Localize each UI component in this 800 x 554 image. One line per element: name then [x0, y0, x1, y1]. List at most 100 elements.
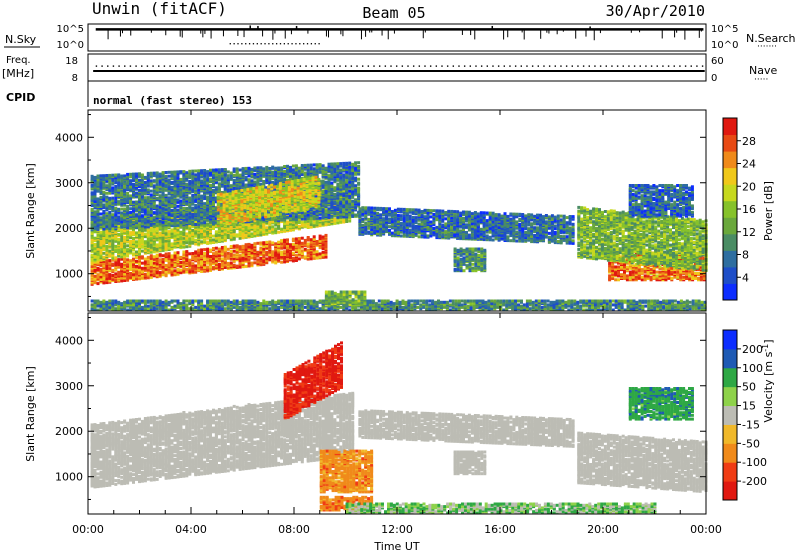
- power-cell: [321, 255, 325, 259]
- power-cell: [114, 206, 118, 210]
- power-cell: [250, 167, 254, 171]
- power-cell: [179, 188, 183, 192]
- power-cell: [138, 200, 141, 204]
- power-cell: [135, 178, 138, 182]
- nave-point: [350, 65, 353, 67]
- power-cell: [309, 223, 313, 226]
- nave-point: [622, 65, 624, 67]
- power-cell: [152, 261, 156, 265]
- frequency-panel-frame: [87, 53, 707, 82]
- power-cell: [182, 221, 186, 224]
- power-cell: [179, 261, 183, 264]
- power-cell: [179, 255, 183, 259]
- power-cell: [238, 232, 242, 236]
- power-cell: [185, 213, 189, 217]
- power-cell: [99, 245, 103, 249]
- power-cell: [170, 232, 174, 236]
- power-cell: [277, 230, 281, 234]
- power-cell: [99, 243, 103, 247]
- power-cell: [158, 213, 162, 217]
- power-cell: [265, 251, 269, 254]
- power-cell: [129, 259, 133, 263]
- power-cell: [217, 226, 221, 229]
- power-cell: [173, 251, 177, 255]
- power-cell: [247, 242, 251, 246]
- power-cell: [176, 253, 180, 257]
- power-cell: [194, 184, 198, 188]
- power-cell: [200, 262, 204, 266]
- power-cell: [217, 262, 221, 266]
- power-cell: [93, 269, 97, 273]
- power-cell: [188, 169, 192, 173]
- power-cell: [232, 263, 236, 267]
- power-cell: [191, 169, 195, 173]
- nave-point: [594, 65, 596, 67]
- power-cell: [291, 237, 295, 241]
- power-cell: [188, 263, 192, 267]
- power-cell: [155, 196, 159, 200]
- power-cell: [120, 236, 124, 240]
- power-cell: [200, 175, 204, 179]
- power-cell: [315, 240, 319, 243]
- power-cell: [185, 206, 189, 210]
- power-cell: [155, 226, 159, 230]
- power-cell: [152, 184, 156, 188]
- power-cell: [170, 205, 174, 209]
- nsearch-point: [287, 43, 289, 45]
- power-cell: [111, 201, 115, 205]
- power-cell: [268, 243, 272, 246]
- power-cell: [229, 250, 233, 253]
- power-cell: [324, 208, 328, 211]
- power-cell: [99, 251, 103, 254]
- power-cell: [203, 189, 207, 193]
- nsky-tick-bottom: 10^0: [57, 40, 84, 51]
- nave-point: [118, 65, 120, 67]
- power-cell: [194, 238, 198, 242]
- power-cell: [206, 265, 210, 269]
- power-cell: [226, 256, 230, 260]
- power-cell: [309, 243, 313, 247]
- power-cell: [90, 225, 94, 229]
- power-cell: [140, 249, 144, 253]
- power-cell: [164, 215, 168, 219]
- power-cell: [206, 177, 210, 181]
- power-cell: [143, 184, 147, 188]
- power-cell: [129, 185, 133, 189]
- power-cell: [223, 232, 227, 236]
- power-cell: [297, 240, 301, 244]
- power-cell: [256, 250, 260, 254]
- power-cell: [143, 232, 147, 236]
- power-cell: [149, 217, 153, 221]
- power-cell: [226, 261, 230, 265]
- power-cell: [126, 248, 130, 252]
- power-cell: [143, 205, 147, 209]
- nave-point: [277, 65, 279, 67]
- power-cell: [93, 277, 97, 281]
- power-cell: [135, 270, 138, 273]
- power-cell: [152, 264, 156, 268]
- power-cell: [138, 197, 141, 201]
- power-cell: [114, 196, 118, 200]
- power-cell: [194, 198, 198, 202]
- power-cell: [259, 259, 263, 263]
- power-cell: [244, 183, 248, 187]
- power-cell: [161, 265, 165, 269]
- power-cell: [280, 253, 284, 257]
- power-cell: [232, 257, 236, 261]
- nave-point: [492, 65, 494, 67]
- power-cell: [152, 174, 156, 178]
- power-cell: [117, 215, 121, 219]
- nave-point: [101, 65, 103, 67]
- power-cell: [126, 207, 130, 211]
- power-cell: [129, 219, 133, 223]
- power-cell: [140, 239, 144, 243]
- power-cell: [140, 173, 144, 177]
- nsearch-point: [279, 43, 282, 45]
- power-cell: [105, 224, 109, 228]
- power-cell: [212, 238, 215, 242]
- power-cell: [123, 197, 127, 201]
- power-cell: [297, 248, 301, 252]
- power-cell: [229, 261, 233, 265]
- power-cell: [176, 188, 180, 192]
- power-cell: [209, 184, 212, 187]
